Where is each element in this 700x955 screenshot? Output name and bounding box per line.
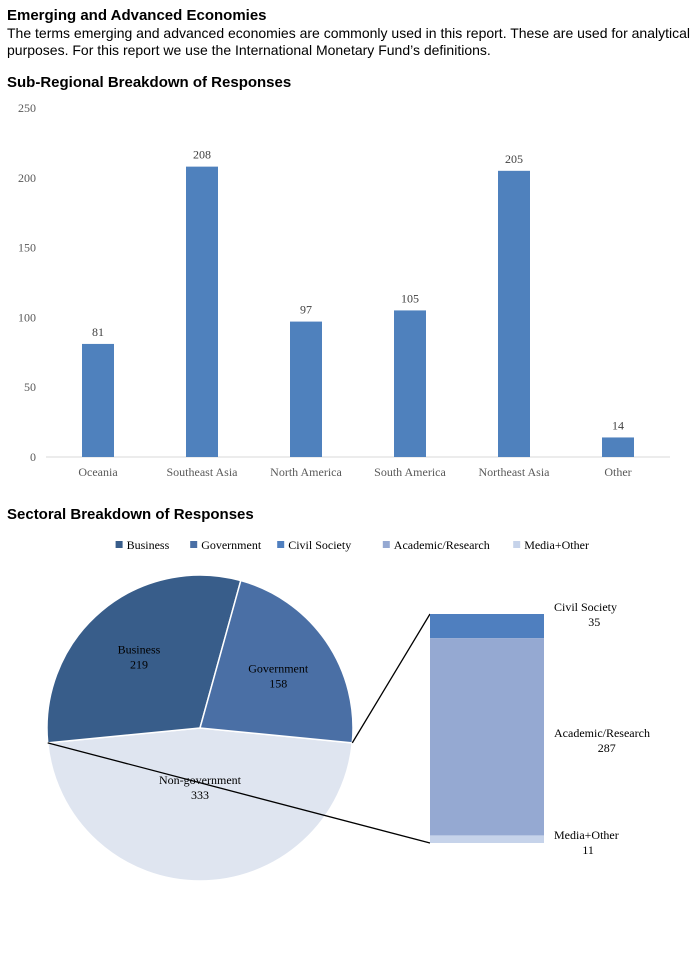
x-tick-label: Other — [604, 465, 631, 479]
pie-slice-name: Government — [248, 661, 309, 675]
legend-swatch — [115, 541, 123, 548]
bar-value-label: 97 — [300, 303, 312, 317]
pie-chart-connectors — [47, 613, 431, 844]
legend-label: Academic/Research — [394, 538, 490, 552]
breakdown-value: 11 — [582, 843, 594, 857]
bar — [186, 166, 218, 457]
pie-slice — [46, 574, 242, 744]
legend-label: Government — [201, 538, 262, 552]
legend-swatch — [277, 541, 285, 548]
bar-value-label: 208 — [193, 148, 211, 162]
pie-chart-title: Sectoral Breakdown of Responses — [7, 506, 254, 523]
breakdown-name: Civil Society — [554, 600, 617, 614]
bar-value-label: 105 — [401, 291, 419, 305]
pie-chart-legend: Business Government Civil Society Academic/… — [115, 538, 589, 552]
y-tick-label: 100 — [18, 310, 36, 324]
bar-chart-y-ticks: 0 50 100 150 200 250 — [18, 101, 36, 464]
bar — [82, 343, 114, 457]
legend-label: Media+Other — [524, 538, 589, 552]
pie-chart-slices — [46, 574, 354, 882]
legend-label: Business — [127, 538, 170, 552]
breakdown-value: 287 — [598, 741, 616, 755]
pie-slice-value: 333 — [191, 788, 209, 802]
y-tick-label: 0 — [30, 450, 36, 464]
pie-chart: Business Government Civil Society Academic/… — [46, 538, 650, 882]
intro-section: Emerging and Advanced Economies The term… — [7, 6, 695, 59]
bar — [290, 321, 322, 457]
bar — [394, 310, 426, 457]
legend-swatch — [513, 541, 521, 548]
pie-slice-name: Business — [118, 642, 161, 656]
pie-slice-name: Non-government — [159, 773, 242, 787]
pie-chart-breakdown-bar — [430, 614, 544, 843]
bar-chart: 0 50 100 150 200 250 81 208 97 105 205 14 Oceania S… — [18, 101, 670, 479]
x-tick-label: Northeast Asia — [479, 465, 551, 479]
x-tick-label: Oceania — [78, 465, 118, 479]
pie-slice-value: 158 — [269, 676, 287, 690]
breakdown-value: 35 — [588, 615, 600, 629]
pie-slice — [199, 579, 354, 744]
bar — [498, 170, 530, 457]
pie-slice — [46, 727, 354, 882]
connector-line-bottom — [47, 742, 431, 844]
pie-slice-value: 219 — [130, 657, 148, 671]
intro-body: The terms emerging and advanced economie… — [7, 25, 690, 58]
legend-swatch — [190, 541, 198, 548]
x-tick-label: North America — [270, 465, 342, 479]
connector-line-top — [351, 613, 431, 744]
y-tick-label: 200 — [18, 171, 36, 185]
y-tick-label: 250 — [18, 101, 36, 115]
breakdown-name: Media+Other — [554, 828, 619, 842]
bar — [602, 437, 634, 457]
y-tick-label: 50 — [24, 380, 36, 394]
bar-value-label: 205 — [505, 152, 523, 166]
legend-label: Civil Society — [288, 538, 351, 552]
breakdown-segment — [430, 614, 544, 639]
bar-chart-title: Sub-Regional Breakdown of Responses — [7, 74, 292, 91]
intro-heading: Emerging and Advanced Economies — [7, 7, 267, 24]
y-tick-label: 150 — [18, 241, 36, 255]
bar-chart-data-labels: 81 208 97 105 205 14 — [92, 148, 624, 433]
breakdown-name: Academic/Research — [554, 726, 650, 740]
x-tick-label: South America — [374, 465, 446, 479]
legend-swatch — [382, 541, 390, 548]
breakdown-segment — [430, 835, 544, 843]
x-tick-label: Southeast Asia — [167, 465, 239, 479]
bar-value-label: 14 — [612, 418, 624, 432]
breakdown-segment — [430, 638, 544, 836]
bar-chart-bars — [82, 166, 634, 457]
bar-chart-x-ticks: Oceania Southeast Asia North America South … — [78, 465, 631, 479]
bar-value-label: 81 — [92, 325, 104, 339]
